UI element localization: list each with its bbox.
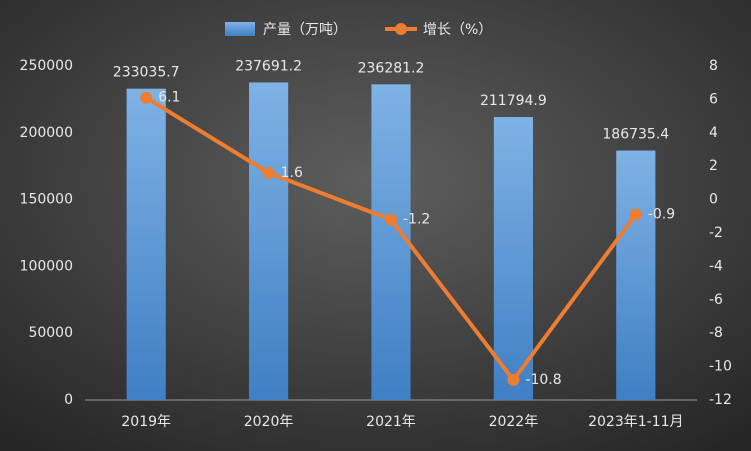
y2-tick-label: 6	[709, 91, 718, 107]
y2-tick-label: -12	[709, 392, 732, 408]
bar	[371, 84, 411, 401]
legend-label: 增长（%）	[423, 22, 492, 38]
bar	[126, 88, 166, 400]
legend-label: 产量（万吨）	[263, 22, 347, 38]
line-point	[385, 213, 397, 226]
bar-value-label: 237691.2	[235, 58, 302, 74]
y-tick-label: 200000	[20, 125, 73, 141]
bar	[249, 82, 289, 401]
y2-tick-label: -6	[709, 292, 723, 308]
bar	[493, 117, 533, 400]
line-point	[629, 208, 642, 221]
x-tick-label: 2021年	[366, 414, 416, 430]
bar-value-label: 186735.4	[602, 127, 669, 143]
line-value-label: -10.8	[525, 372, 561, 388]
line-point	[262, 166, 275, 179]
y2-tick-label: 8	[709, 58, 718, 74]
line-value-label: 6.1	[158, 90, 180, 106]
y-tick-label: 0	[64, 392, 73, 408]
y-tick-label: 150000	[20, 192, 73, 208]
y-tick-label: 250000	[20, 58, 73, 74]
bar-value-label: 233035.7	[113, 65, 180, 81]
x-tick-label: 2020年	[244, 414, 294, 430]
bar-value-label: 211794.9	[480, 93, 547, 109]
y2-tick-label: -10	[709, 359, 732, 375]
line-value-label: -1.2	[403, 212, 430, 228]
y-tick-label: 100000	[20, 258, 73, 274]
line-value-label: -0.9	[648, 207, 675, 223]
y2-tick-label: -2	[709, 225, 723, 241]
bar	[616, 150, 656, 400]
line-value-label: 1.6	[281, 165, 303, 181]
y2-tick-label: 2	[709, 158, 718, 174]
x-tick-label: 2022年	[489, 414, 539, 430]
bar-value-label: 236281.2	[358, 60, 425, 76]
line-point	[140, 91, 153, 104]
y-tick-label: 50000	[28, 325, 73, 341]
legend-swatch	[225, 22, 255, 36]
x-tick-label: 2023年1-11月	[588, 414, 683, 430]
y2-tick-label: -8	[709, 325, 723, 341]
legend-swatch	[395, 23, 407, 35]
y2-tick-label: 0	[709, 192, 718, 208]
x-tick-label: 2019年	[121, 414, 171, 430]
y2-tick-label: 4	[709, 125, 718, 141]
line-point	[507, 373, 520, 386]
y2-tick-label: -4	[709, 258, 723, 274]
